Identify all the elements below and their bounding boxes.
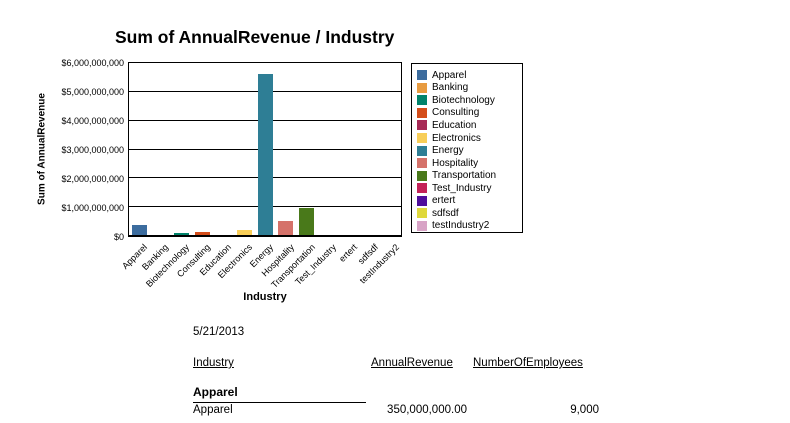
legend-item-banking: Banking [417, 82, 522, 95]
x-axis-title: Industry [243, 291, 287, 303]
legend-swatch-icon [417, 133, 427, 143]
y-tick-label: $3,000,000,000 [61, 145, 124, 155]
legend-label: Consulting [432, 107, 480, 119]
legend-item-apparel: Apparel [417, 69, 522, 82]
chart-legend: Apparel Banking Biotechnology Consulting Edu… [411, 63, 523, 233]
legend-swatch-icon [417, 195, 427, 206]
legend-label: sdfsdf [432, 207, 459, 219]
bar-consulting[interactable] [194, 232, 210, 235]
bar-transportation[interactable] [299, 208, 315, 235]
legend-swatch-icon [417, 107, 427, 118]
legend-label: testIndustry2 [432, 220, 490, 232]
legend-swatch-icon [417, 208, 427, 219]
bar-electronics[interactable] [236, 230, 252, 235]
group-underline [193, 402, 366, 403]
legend-item-testindustry2: testIndustry2 [417, 220, 522, 233]
chart-title: Sum of AnnualRevenue / Industry [115, 27, 395, 47]
y-tick-label: $1,000,000,000 [61, 203, 124, 213]
column-header-industry[interactable]: Industry [193, 357, 234, 369]
plot-area [128, 62, 402, 237]
column-header-annualrevenue[interactable]: AnnualRevenue [371, 357, 453, 369]
legend-label: Biotechnology [432, 94, 495, 106]
group-header-apparel: Apparel [193, 385, 238, 399]
legend-item-education: Education [417, 119, 522, 132]
legend-item-biotechnology: Biotechnology [417, 94, 522, 107]
legend-label: Banking [432, 82, 469, 94]
bar-hospitality[interactable] [278, 221, 294, 235]
bar-energy[interactable] [257, 74, 273, 235]
legend-item-test_industry: Test_Industry [417, 182, 522, 195]
legend-swatch-icon [417, 82, 427, 93]
legend-label: Transportation [432, 170, 497, 182]
y-tick-label: $5,000,000,000 [61, 87, 124, 97]
legend-label: Education [432, 119, 477, 131]
legend-item-transportation: Transportation [417, 169, 522, 182]
legend-label: Test_Industry [432, 182, 492, 194]
legend-swatch-icon [417, 170, 427, 181]
legend-label: Hospitality [432, 157, 479, 169]
legend-label: Apparel [432, 69, 467, 81]
legend-swatch-icon [417, 145, 427, 156]
y-tick-label: $6,000,000,000 [61, 58, 124, 68]
row-cell-employees: 9,000 [570, 404, 599, 416]
legend-item-energy: Energy [417, 144, 522, 157]
legend-item-hospitality: Hospitality [417, 157, 522, 170]
legend-swatch-icon [417, 120, 427, 131]
y-tick-label: $2,000,000,000 [61, 174, 124, 184]
y-tick-label: $0 [113, 232, 124, 242]
legend-swatch-icon [417, 183, 427, 194]
y-tick-label: $4,000,000,000 [61, 116, 124, 126]
legend-swatch-icon [417, 158, 427, 169]
legend-swatch-icon [417, 70, 427, 81]
legend-label: ertert [432, 195, 456, 207]
legend-item-consulting: Consulting [417, 107, 522, 120]
legend-swatch-icon [417, 95, 427, 106]
legend-item-ertert: ertert [417, 194, 522, 207]
legend-label: Electronics [432, 132, 481, 144]
row-cell-annualrevenue: 350,000,000.00 [387, 404, 467, 416]
bar-apparel[interactable] [131, 225, 147, 235]
row-cell-industry: Apparel [193, 404, 233, 416]
report-date: 5/21/2013 [193, 326, 245, 338]
column-header-numberofemployees[interactable]: NumberOfEmployees [473, 357, 583, 369]
legend-swatch-icon [417, 220, 427, 231]
legend-item-electronics: Electronics [417, 132, 522, 145]
bar-biotechnology[interactable] [173, 233, 189, 235]
legend-label: Energy [432, 145, 464, 157]
legend-item-sdfsdf: sdfsdf [417, 207, 522, 220]
